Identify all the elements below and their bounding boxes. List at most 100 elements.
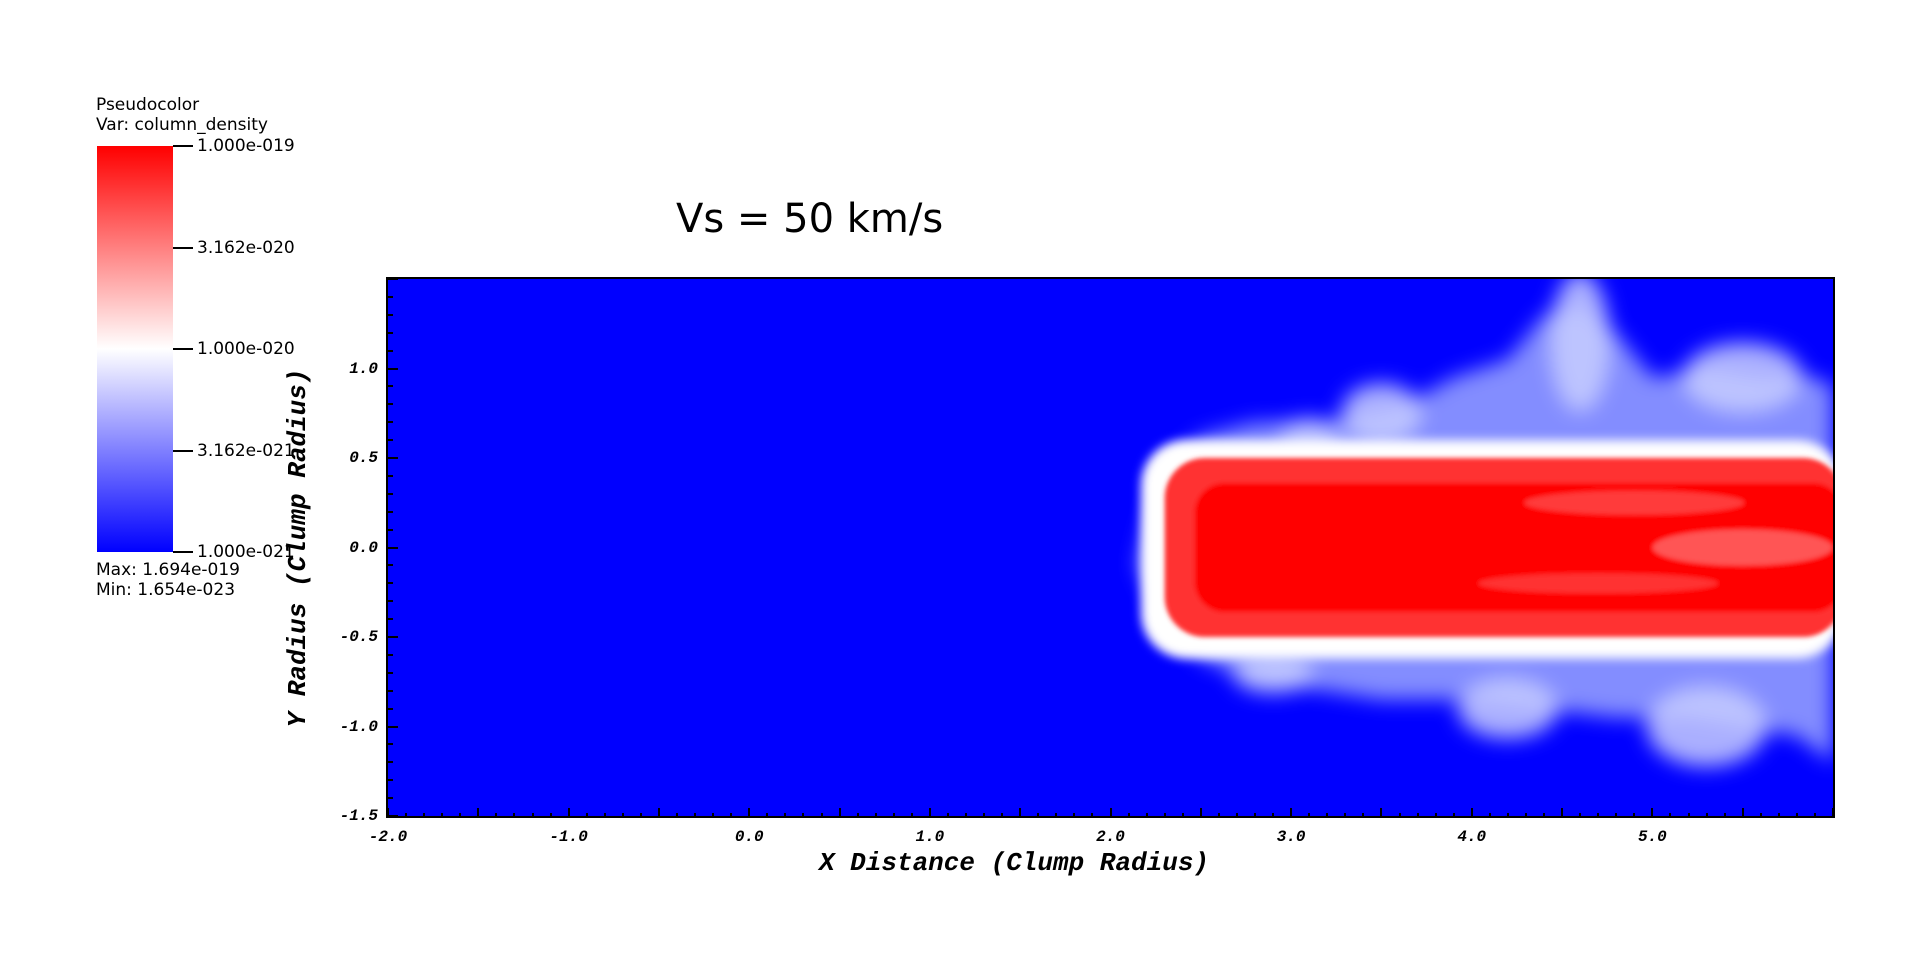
x-tick-mark bbox=[1109, 808, 1112, 818]
y-tick-mark bbox=[388, 457, 398, 459]
x-tick-mark bbox=[1308, 813, 1311, 818]
x-tick-mark bbox=[1795, 813, 1798, 818]
x-tick-mark bbox=[766, 813, 769, 818]
x-tick-mark bbox=[712, 813, 715, 818]
legend-min-label: Min: 1.654e-023 bbox=[96, 580, 236, 600]
x-tick-mark bbox=[748, 808, 751, 818]
x-tick-mark bbox=[1127, 813, 1130, 818]
x-tick-mark bbox=[1217, 813, 1220, 818]
x-tick-mark bbox=[1380, 808, 1383, 818]
y-tick-mark bbox=[388, 653, 393, 656]
y-tick-mark bbox=[388, 689, 393, 692]
y-tick-mark bbox=[388, 725, 398, 728]
colorbar-tick-mark bbox=[173, 551, 193, 553]
y-tick-mark bbox=[388, 349, 393, 352]
x-tick-mark bbox=[1777, 813, 1780, 818]
x-tick-mark bbox=[694, 813, 697, 818]
x-tick-mark bbox=[802, 813, 805, 818]
x-tick-mark bbox=[1181, 813, 1184, 818]
x-tick-mark bbox=[495, 813, 498, 818]
x-tick-mark bbox=[1344, 813, 1347, 818]
x-tick-mark bbox=[1651, 808, 1654, 818]
legend-plot-type: Pseudocolor bbox=[96, 95, 200, 115]
x-tick-mark bbox=[1163, 813, 1166, 818]
x-axis-label: X Distance (Clump Radius) bbox=[818, 848, 1210, 878]
x-tick-mark bbox=[603, 813, 606, 818]
x-tick-label: 2.0 bbox=[1096, 828, 1125, 846]
x-tick-mark bbox=[1759, 813, 1762, 818]
y-tick-mark bbox=[388, 600, 393, 603]
y-tick-mark bbox=[388, 492, 393, 495]
x-tick-mark bbox=[531, 813, 534, 818]
colorbar-tick-label: 1.000e-019 bbox=[197, 136, 295, 156]
x-tick-mark bbox=[965, 813, 967, 818]
x-tick-mark bbox=[441, 813, 444, 818]
x-tick-mark bbox=[1597, 813, 1600, 818]
x-tick-mark bbox=[1073, 813, 1076, 818]
colorbar-tick-mark bbox=[173, 449, 193, 452]
x-tick-mark bbox=[983, 813, 986, 818]
x-tick-mark bbox=[1398, 813, 1401, 818]
x-tick-mark bbox=[477, 808, 480, 818]
y-tick-label: -1.5 bbox=[339, 807, 378, 825]
x-tick-mark bbox=[874, 813, 877, 818]
y-tick-mark bbox=[388, 439, 393, 442]
x-tick-mark bbox=[1235, 813, 1238, 818]
x-tick-mark bbox=[892, 813, 895, 818]
x-tick-mark bbox=[639, 813, 642, 818]
y-tick-mark bbox=[388, 618, 393, 621]
x-tick-mark bbox=[1416, 813, 1419, 818]
y-tick-label: 0.5 bbox=[349, 449, 378, 467]
x-tick-mark bbox=[928, 808, 931, 818]
x-tick-mark bbox=[1506, 813, 1509, 818]
x-tick-mark bbox=[1723, 813, 1726, 818]
x-tick-mark bbox=[423, 813, 426, 818]
y-tick-mark bbox=[388, 510, 393, 513]
x-tick-mark bbox=[1037, 813, 1040, 818]
y-tick-mark bbox=[388, 278, 398, 280]
x-tick-mark bbox=[1434, 813, 1437, 818]
x-tick-mark bbox=[1145, 813, 1148, 818]
y-tick-mark bbox=[388, 761, 393, 764]
x-tick-mark bbox=[1055, 813, 1058, 818]
colorbar-tick-label: 3.162e-020 bbox=[197, 237, 295, 258]
x-tick-mark bbox=[838, 808, 841, 818]
x-tick-mark bbox=[1091, 813, 1094, 818]
x-tick-mark bbox=[1669, 813, 1672, 818]
y-tick-label: -0.5 bbox=[339, 628, 378, 646]
plot-title: Vs = 50 km/s bbox=[676, 196, 944, 242]
x-tick-mark bbox=[784, 813, 787, 818]
colorbar-tick-mark bbox=[173, 145, 193, 147]
x-tick-mark bbox=[1561, 808, 1564, 818]
y-tick-label: -1.0 bbox=[339, 717, 378, 736]
x-tick-mark bbox=[676, 813, 678, 818]
x-tick-label: 1.0 bbox=[915, 828, 945, 846]
plot-area bbox=[386, 277, 1835, 818]
y-tick-mark bbox=[388, 421, 393, 424]
x-tick-mark bbox=[910, 813, 913, 818]
x-tick-label: 0.0 bbox=[734, 828, 764, 846]
y-tick-mark bbox=[388, 403, 393, 406]
colorbar-tick-label: 3.162e-021 bbox=[197, 440, 295, 461]
x-tick-mark bbox=[459, 813, 462, 818]
y-tick-mark bbox=[388, 815, 398, 817]
x-tick-mark bbox=[1741, 808, 1744, 818]
x-tick-mark bbox=[1326, 813, 1329, 818]
x-tick-mark bbox=[549, 813, 552, 818]
x-tick-mark bbox=[567, 808, 570, 818]
x-tick-mark bbox=[1199, 808, 1202, 818]
x-tick-label: -2.0 bbox=[368, 828, 408, 846]
y-tick-label: 0.0 bbox=[349, 538, 378, 557]
x-tick-mark bbox=[1452, 813, 1455, 818]
heatmap-canvas bbox=[388, 279, 1833, 816]
x-tick-mark bbox=[1705, 813, 1708, 818]
colorbar-tick-mark bbox=[173, 246, 193, 249]
y-tick-mark bbox=[388, 779, 393, 782]
colorbar-gradient bbox=[97, 146, 173, 552]
x-tick-mark bbox=[585, 813, 588, 818]
x-tick-label: -1.0 bbox=[549, 828, 588, 846]
y-tick-mark bbox=[388, 564, 393, 567]
x-tick-mark bbox=[1813, 813, 1816, 818]
y-tick-mark bbox=[388, 582, 393, 585]
colorbar-tick-label: 1.000e-020 bbox=[197, 339, 295, 359]
